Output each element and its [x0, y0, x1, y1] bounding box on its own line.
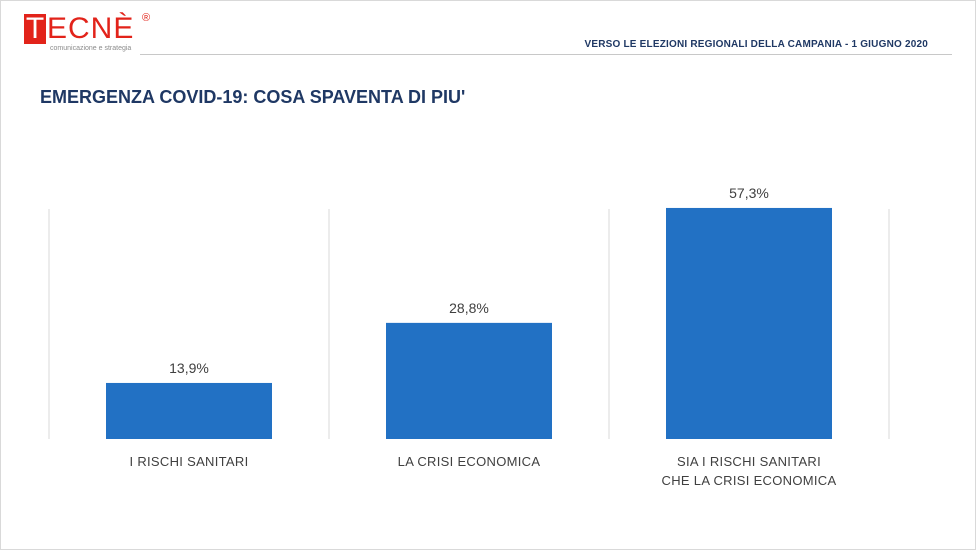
logo-tagline: comunicazione e strategia	[50, 45, 132, 52]
page-title: EMERGENZA COVID-19: COSA SPAVENTA DI PIU…	[40, 87, 466, 107]
logo-letter-t: T	[24, 12, 46, 45]
header-title: VERSO LE ELEZIONI REGIONALI DELLA CAMPAN…	[584, 39, 928, 50]
tecne-logo: T ECNÈ ® comunicazione e strategia	[24, 12, 164, 52]
logo-registered-mark: ®	[142, 12, 151, 24]
value-label-0: 13,9%	[169, 360, 209, 376]
bar-2	[666, 207, 832, 439]
logo-wordmark: ECNÈ	[47, 12, 135, 45]
category-label-2-0: SIA I RISCHI SANITARI	[677, 454, 821, 469]
category-label-1-0: LA CRISI ECONOMICA	[398, 454, 541, 469]
bars	[106, 207, 832, 439]
bar-1	[386, 322, 552, 439]
value-labels: 13,9% 28,8% 57,3%	[169, 185, 769, 376]
value-label-2: 57,3%	[729, 185, 769, 201]
category-label-2-1: CHE LA CRISI ECONOMICA	[662, 473, 837, 488]
category-labels: I RISCHI SANITARI LA CRISI ECONOMICA SIA I…	[130, 454, 837, 488]
category-label-0-0: I RISCHI SANITARI	[130, 454, 249, 469]
column-separators	[48, 209, 890, 439]
value-label-1: 28,8%	[449, 300, 489, 316]
header-divider	[140, 54, 952, 55]
bar-0	[106, 382, 272, 439]
